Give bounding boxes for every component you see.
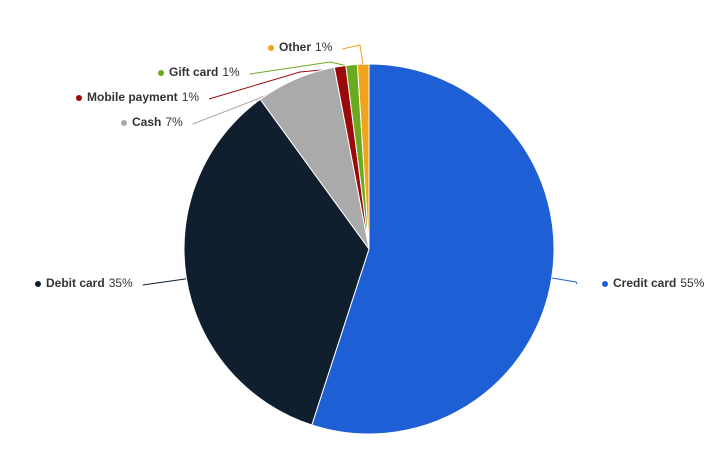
category-name: Other xyxy=(279,40,311,54)
slice-label: Other 1% xyxy=(279,40,333,54)
connector-line xyxy=(342,44,364,67)
legend-dot xyxy=(76,95,82,101)
category-name: Gift card xyxy=(169,65,218,79)
slice-label: Debit card 35% xyxy=(46,276,133,290)
legend-dot xyxy=(158,70,164,76)
pie-slice xyxy=(311,63,555,435)
category-name: Cash xyxy=(132,115,161,129)
value-label: 1% xyxy=(222,65,240,79)
slice-label: Gift card 1% xyxy=(169,65,240,79)
slice-label: Mobile payment 1% xyxy=(87,90,199,104)
value-label: 35% xyxy=(109,276,133,290)
legend-dot xyxy=(602,281,608,287)
slice-label: Credit card 55% xyxy=(613,276,705,290)
value-label: 1% xyxy=(182,90,200,104)
legend-dot xyxy=(268,45,274,51)
connector-line xyxy=(549,277,578,285)
value-label: 55% xyxy=(680,276,704,290)
connector-line xyxy=(142,277,189,286)
legend-dot xyxy=(121,120,127,126)
pie-slice xyxy=(356,63,370,250)
value-label: 7% xyxy=(165,115,183,129)
legend-dot xyxy=(35,281,41,287)
category-name: Debit card xyxy=(46,276,105,290)
pie-slice xyxy=(183,98,370,426)
category-name: Mobile payment xyxy=(87,90,178,104)
slice-label: Cash 7% xyxy=(132,115,183,129)
category-name: Credit card xyxy=(613,276,676,290)
value-label: 1% xyxy=(315,40,333,54)
